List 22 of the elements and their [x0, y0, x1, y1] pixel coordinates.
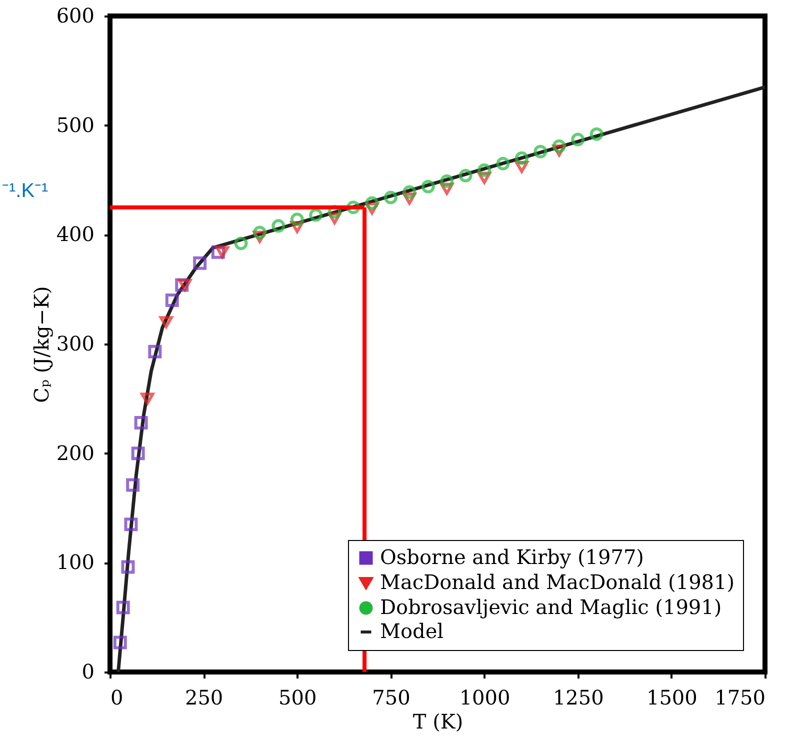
y-tick-label: 0 [82, 660, 94, 684]
y-tick-label: 500 [56, 112, 94, 137]
legend-label: Model [380, 619, 444, 643]
y-tick-label: 400 [56, 222, 94, 246]
y-tick-label: 100 [56, 550, 94, 574]
x-tick-label: 0 [110, 686, 124, 710]
text: ⁻¹.K⁻¹ [2, 180, 49, 202]
legend-label: Osborne and Kirby (1977) [380, 545, 644, 569]
legend-label: Dobrosavljevic and Maglic (1991) [380, 595, 722, 619]
x-tick-label: 750 [372, 686, 410, 710]
x-tick-label: 1500 [646, 686, 698, 710]
y-tick-label: 200 [56, 440, 94, 465]
legend-label: MacDonald and MacDonald (1981) [380, 570, 735, 594]
x-tick-label: 1750 [714, 686, 766, 710]
x-axis-title: T (K) [412, 710, 464, 734]
x-tick-label: 1000 [459, 686, 510, 710]
x-tick-label: 1250 [552, 686, 604, 710]
y-tick-label: 600 [56, 4, 94, 28]
y-tick-label: 300 [56, 332, 94, 356]
y-axis-title: Cₚ (J/kg−K) [29, 286, 54, 403]
x-tick-label: 250 [184, 686, 224, 710]
x-tick-label: 500 [278, 686, 317, 710]
